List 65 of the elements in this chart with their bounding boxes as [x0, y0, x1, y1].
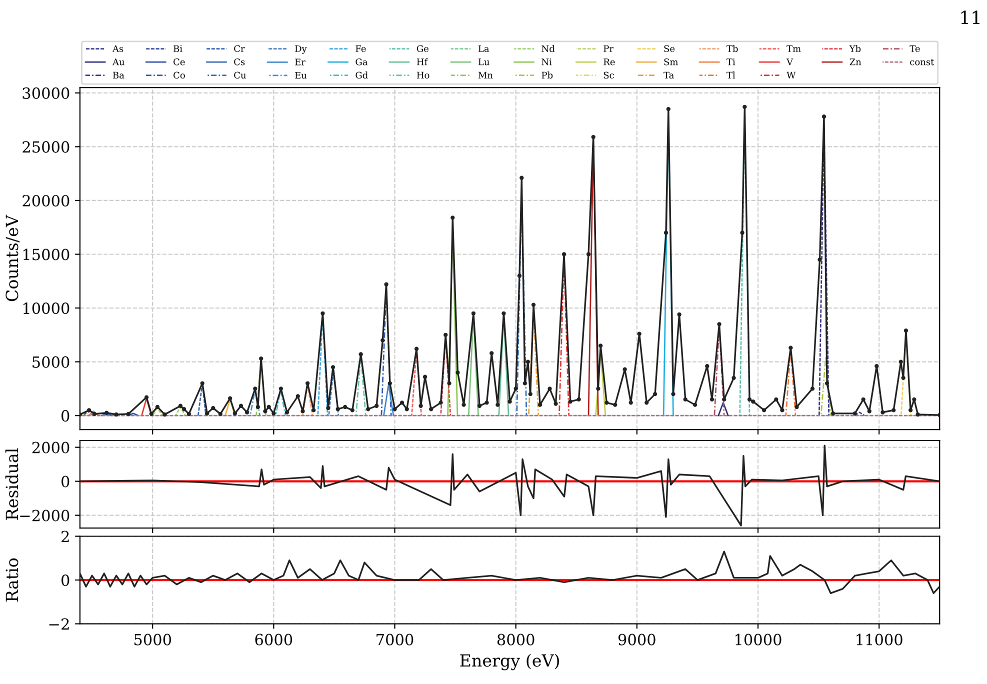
x-tick-label: 7000 — [376, 634, 414, 646]
legend-label: Se — [664, 45, 675, 52]
legend-label: Nd — [542, 45, 555, 52]
y-tick-label: 25000 — [22, 141, 70, 153]
legend-label: Ba — [112, 72, 124, 79]
y-tick-label: 0 — [62, 410, 70, 422]
y-axis-title: Counts/eV — [6, 214, 20, 302]
legend-label: As — [112, 45, 124, 52]
legend-label: Yb — [849, 45, 861, 52]
x-tick-label: 9000 — [618, 634, 656, 646]
legend-label: Te — [910, 45, 920, 52]
legend-label: Tb — [726, 45, 738, 52]
legend-label: Sc — [604, 72, 614, 79]
x-tick-label: 10000 — [736, 634, 782, 646]
legend-label: V — [786, 58, 794, 66]
legend-label: Re — [604, 58, 615, 66]
text: 11 — [961, 10, 980, 24]
x-tick-label: 8000 — [497, 634, 534, 646]
y-tick-label: −2 — [49, 618, 69, 630]
legend-label: Zn — [850, 58, 862, 66]
legend-label: Cu — [234, 72, 246, 79]
x-tick-label: 11000 — [856, 634, 902, 646]
legend-label: Ga — [356, 58, 368, 66]
legend-label: La — [478, 45, 490, 52]
y-tick-label: 20000 — [22, 194, 70, 206]
legend-label: Co — [174, 72, 185, 79]
legend-label: Pr — [604, 45, 614, 52]
legend-label: Ti — [726, 58, 736, 66]
legend-label: Er — [295, 58, 306, 66]
legend-label: Eu — [295, 72, 307, 79]
legend-label: Ho — [416, 72, 430, 79]
y-tick-label: 10000 — [23, 302, 70, 314]
legend-label: Gd — [356, 72, 368, 79]
x-axis-title: Energy (eV) — [460, 654, 559, 670]
y-tick-label: 15000 — [23, 248, 70, 260]
legend-label: Ni — [542, 58, 552, 66]
legend-label: Bi — [174, 45, 182, 52]
y-tick-label: 2 — [62, 530, 69, 542]
y-tick-label: 0 — [62, 476, 70, 488]
legend-label: W — [786, 72, 796, 78]
x-tick-label: 5000 — [134, 634, 172, 646]
legend-label: Ge — [416, 45, 428, 52]
legend-label: Tl — [726, 72, 736, 78]
legend-label: Pb — [542, 72, 553, 79]
y-tick-label: 30000 — [22, 87, 70, 99]
legend-label: const — [910, 59, 934, 66]
legend-label: Sm — [664, 58, 678, 66]
legend-label: Dy — [295, 45, 307, 54]
legend-label: Ta — [664, 72, 674, 79]
y-tick-label: −2000 — [20, 510, 70, 522]
legend-label: Cr — [234, 45, 245, 52]
legend-label: Au — [112, 58, 124, 66]
y-tick-label: 0 — [62, 574, 70, 586]
legend-label: Tm — [786, 45, 801, 52]
y-axis-title: Residual — [5, 448, 18, 520]
legend-label: Cs — [234, 58, 245, 66]
legend-label: Hf — [416, 58, 428, 66]
legend-label: Mn — [478, 72, 493, 78]
legend-label: Fe — [356, 45, 366, 52]
y-tick-label: 5000 — [32, 356, 70, 368]
x-tick-label: 6000 — [255, 634, 292, 646]
y-tick-label: 2000 — [32, 442, 70, 454]
legend-label: Ce — [174, 58, 185, 66]
y-axis-title: Ratio — [6, 558, 18, 602]
legend-label: Lu — [478, 58, 490, 66]
